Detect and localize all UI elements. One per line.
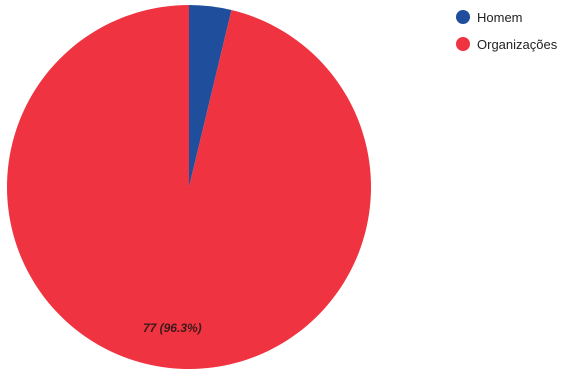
legend-item-organizacoes[interactable]: Organizações [456, 35, 557, 53]
legend-item-homem[interactable]: Homem [456, 8, 557, 26]
legend-label-homem: Homem [477, 9, 523, 25]
pie-slice-label-organizacoes: 77 (96.3%) [143, 321, 202, 335]
legend-swatch-homem [456, 10, 470, 24]
legend-label-organizacoes: Organizações [477, 36, 558, 52]
legend: Homem Organizações [456, 8, 557, 62]
legend-swatch-organizacoes [456, 37, 470, 51]
pie-slice-organizacoes[interactable] [7, 5, 372, 369]
pie-slice-homem[interactable] [189, 5, 232, 187]
